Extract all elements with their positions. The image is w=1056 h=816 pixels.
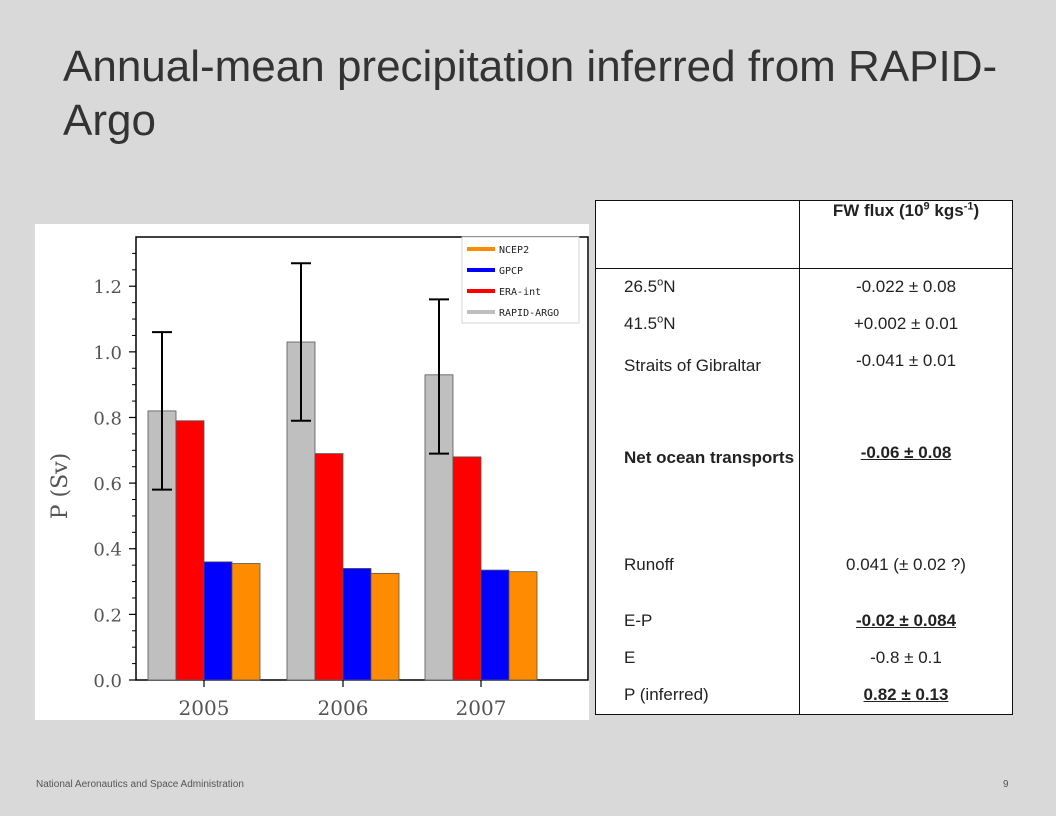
y-tick-label: 1.0 xyxy=(93,343,122,364)
header-text-post: ) xyxy=(973,201,980,220)
slide-title: Annual-mean precipitation inferred from … xyxy=(63,42,998,145)
x-tick-label: 2006 xyxy=(318,696,369,720)
bar-era-int-2007 xyxy=(452,456,482,681)
bar-ncep2-2005 xyxy=(231,563,261,681)
bar-ncep2-2006 xyxy=(370,572,400,681)
table-row: E-P -0.02 ± 0.084 xyxy=(596,602,1013,640)
row-label: Runoff xyxy=(624,554,674,574)
row-label: 26.5oN xyxy=(624,276,676,296)
y-tick-label: 0.8 xyxy=(93,408,122,429)
header-text-pre: FW flux (10 xyxy=(832,201,924,220)
row-value: -0.022 ± 0.08 xyxy=(799,268,1013,306)
y-tick-label: 0.6 xyxy=(93,474,122,495)
row-value: 0.82 ± 0.13 xyxy=(799,676,1013,715)
table-row: P (inferred) 0.82 ± 0.13 xyxy=(596,676,1013,715)
bar-gpcp-2007 xyxy=(480,569,510,681)
row-value: -0.06 ± 0.08 xyxy=(799,436,1013,505)
row-value: -0.8 ± 0.1 xyxy=(799,639,1013,677)
table-row: Straits of Gibraltar -0.041 ± 0.01 xyxy=(596,342,1013,437)
footer-organization: National Aeronautics and Space Administr… xyxy=(36,779,244,790)
table-spacer-row xyxy=(596,504,1013,543)
y-tick-label: 1.2 xyxy=(93,277,122,298)
legend-label-rapid-argo: RAPID-ARGO xyxy=(499,308,559,319)
y-tick-label: 0.2 xyxy=(93,605,122,626)
y-axis-label: P (Sv) xyxy=(48,453,73,519)
y-tick-label: 0.4 xyxy=(93,540,122,561)
table-header-label xyxy=(595,200,800,269)
row-value: +0.002 ± 0.01 xyxy=(799,305,1013,343)
header-sup-unit: -1 xyxy=(963,200,974,213)
header-sup-exponent: 9 xyxy=(923,200,930,213)
row-label: E xyxy=(624,647,636,667)
row-value: 0.041 (± 0.02 ?) xyxy=(799,542,1013,603)
bar-era-int-2005 xyxy=(175,420,205,681)
chart-svg: 0.0 0.2 0.4 0.6 0.8 1.0 1.2 2005 2006 2007 NCEP2… xyxy=(48,236,589,720)
row-label: P (inferred) xyxy=(624,684,709,704)
legend-label-ncep2: NCEP2 xyxy=(499,245,529,256)
table-header-row: FW flux (109 kgs-1) xyxy=(595,200,1013,269)
freshwater-flux-table: FW flux (109 kgs-1) 26.5oN -0.022 ± 0.08… xyxy=(595,200,1013,715)
y-tick-label: 0.0 xyxy=(93,671,122,692)
legend-label-gpcp: GPCP xyxy=(499,266,523,277)
bar-gpcp-2005 xyxy=(203,561,233,681)
header-text-mid: kgs xyxy=(929,201,964,220)
row-label: Straits of Gibraltar xyxy=(624,355,761,375)
row-label: 41.5oN xyxy=(624,312,676,333)
table-header-value: FW flux (109 kgs-1) xyxy=(799,200,1013,269)
legend-label-era-int: ERA-int xyxy=(499,287,541,298)
row-label: Net ocean transports xyxy=(624,447,795,467)
x-tick-label: 2007 xyxy=(456,696,507,720)
row-value: -0.02 ± 0.084 xyxy=(799,602,1013,640)
bar-gpcp-2006 xyxy=(342,568,372,681)
bar-era-int-2006 xyxy=(314,453,344,681)
row-value: -0.041 ± 0.01 xyxy=(799,342,1013,437)
precipitation-bar-chart: 0.0 0.2 0.4 0.6 0.8 1.0 1.2 2005 2006 2007 NCEP2… xyxy=(35,224,589,720)
table-row: 41.5oN +0.002 ± 0.01 xyxy=(596,305,1013,343)
x-tick-label: 2005 xyxy=(179,696,230,720)
row-label: E-P xyxy=(624,610,653,630)
page-number: 9 xyxy=(1003,779,1009,790)
bar-ncep2-2007 xyxy=(508,571,538,681)
table-row: Runoff 0.041 (± 0.02 ?) xyxy=(596,542,1013,603)
legend-box xyxy=(461,236,580,324)
table-row: E -0.8 ± 0.1 xyxy=(596,639,1013,677)
table-row: Net ocean transports -0.06 ± 0.08 xyxy=(596,436,1013,505)
table-row: 26.5oN -0.022 ± 0.08 xyxy=(596,268,1013,306)
